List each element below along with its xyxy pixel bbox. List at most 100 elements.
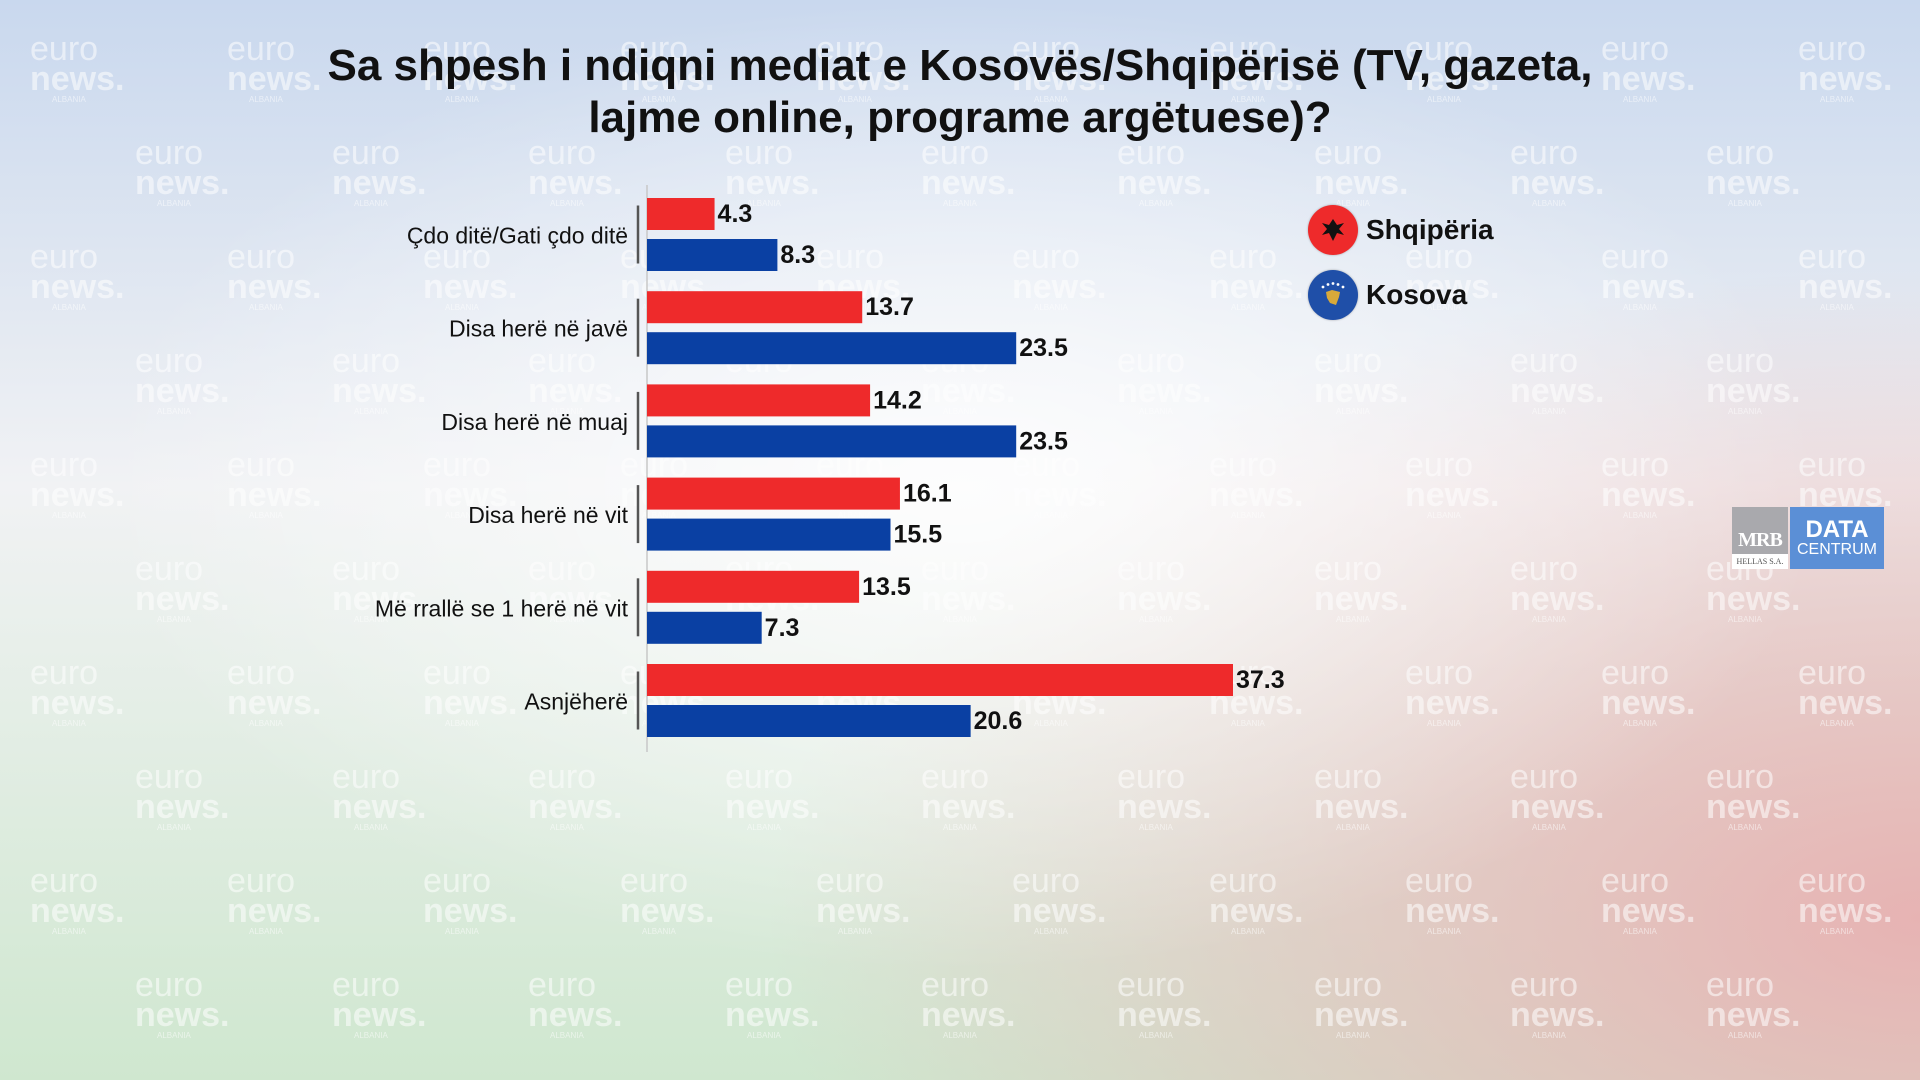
bar-kosova <box>647 518 891 551</box>
svg-text:euro: euro <box>528 134 596 172</box>
bar-shqiperia <box>647 198 715 230</box>
svg-text:euro: euro <box>227 654 295 692</box>
category-label: Çdo ditë/Gati çdo ditë <box>407 223 628 249</box>
svg-text:euro: euro <box>30 654 98 692</box>
svg-text:euro: euro <box>1209 446 1277 484</box>
svg-text:news.: news. <box>1314 996 1408 1034</box>
svg-text:euro: euro <box>1706 134 1774 172</box>
svg-text:ALBANIA: ALBANIA <box>52 719 86 728</box>
legend-label-shqiperia: Shqipëria <box>1366 214 1494 245</box>
bar-shqiperia <box>647 664 1233 696</box>
svg-text:news.: news. <box>1012 268 1106 306</box>
svg-text:news.: news. <box>1706 788 1800 826</box>
category-label: Disa herë në muaj <box>441 409 628 435</box>
svg-text:euro: euro <box>1117 342 1185 380</box>
svg-text:news.: news. <box>227 684 321 722</box>
data-label: 14.2 <box>873 386 922 414</box>
data-label: 13.7 <box>865 293 914 321</box>
svg-text:news.: news. <box>135 580 229 618</box>
svg-text:news.: news. <box>1706 372 1800 410</box>
svg-text:euro: euro <box>1012 862 1080 900</box>
svg-text:euro: euro <box>816 30 884 68</box>
svg-text:euro: euro <box>921 966 989 1004</box>
svg-text:ALBANIA: ALBANIA <box>1139 823 1173 832</box>
data-label: 23.5 <box>1019 427 1068 455</box>
svg-text:news.: news. <box>332 164 426 202</box>
svg-text:euro: euro <box>1314 134 1382 172</box>
svg-text:ALBANIA: ALBANIA <box>52 927 86 936</box>
svg-text:ALBANIA: ALBANIA <box>1336 199 1370 208</box>
svg-text:news.: news. <box>332 996 426 1034</box>
svg-text:euro: euro <box>1798 862 1866 900</box>
svg-text:news.: news. <box>30 892 124 930</box>
svg-text:euro: euro <box>1209 238 1277 276</box>
svg-text:euro: euro <box>1405 654 1473 692</box>
svg-text:euro: euro <box>1510 134 1578 172</box>
data-label: 23.5 <box>1019 334 1068 362</box>
svg-text:news.: news. <box>921 996 1015 1034</box>
svg-text:news.: news. <box>1012 60 1106 98</box>
bar-kosova <box>647 239 778 271</box>
svg-text:ALBANIA: ALBANIA <box>1623 95 1657 104</box>
svg-text:news.: news. <box>1117 372 1211 410</box>
svg-text:news.: news. <box>30 268 124 306</box>
svg-text:news.: news. <box>921 788 1015 826</box>
albania-flag-icon <box>1308 205 1358 255</box>
svg-text:euro: euro <box>1405 30 1473 68</box>
svg-text:euro: euro <box>528 966 596 1004</box>
legend-item-kosova: Kosova <box>1308 268 1467 322</box>
svg-text:euro: euro <box>332 550 400 588</box>
svg-text:euro: euro <box>620 862 688 900</box>
svg-text:euro: euro <box>528 550 596 588</box>
svg-text:ALBANIA: ALBANIA <box>354 199 388 208</box>
svg-text:euro: euro <box>30 238 98 276</box>
svg-text:ALBANIA: ALBANIA <box>445 927 479 936</box>
svg-text:ALBANIA: ALBANIA <box>1034 511 1068 520</box>
svg-text:news.: news. <box>528 580 622 618</box>
svg-text:news.: news. <box>921 580 1015 618</box>
bar-shqiperia <box>647 477 900 510</box>
svg-text:ALBANIA: ALBANIA <box>1336 615 1370 624</box>
svg-text:news.: news. <box>1405 892 1499 930</box>
svg-text:news.: news. <box>1798 60 1892 98</box>
svg-text:ALBANIA: ALBANIA <box>1427 719 1461 728</box>
svg-text:news.: news. <box>1706 164 1800 202</box>
svg-text:euro: euro <box>135 550 203 588</box>
svg-text:euro: euro <box>1012 238 1080 276</box>
svg-text:euro: euro <box>1012 30 1080 68</box>
svg-text:euro: euro <box>135 966 203 1004</box>
svg-text:euro: euro <box>816 238 884 276</box>
chart-title-line-2: lajme online, programe argëtuese)? <box>588 93 1332 142</box>
svg-text:ALBANIA: ALBANIA <box>1427 511 1461 520</box>
svg-text:euro: euro <box>1405 862 1473 900</box>
svg-text:euro: euro <box>1012 446 1080 484</box>
svg-text:ALBANIA: ALBANIA <box>445 95 479 104</box>
svg-text:news.: news. <box>725 996 819 1034</box>
svg-text:euro: euro <box>423 446 491 484</box>
